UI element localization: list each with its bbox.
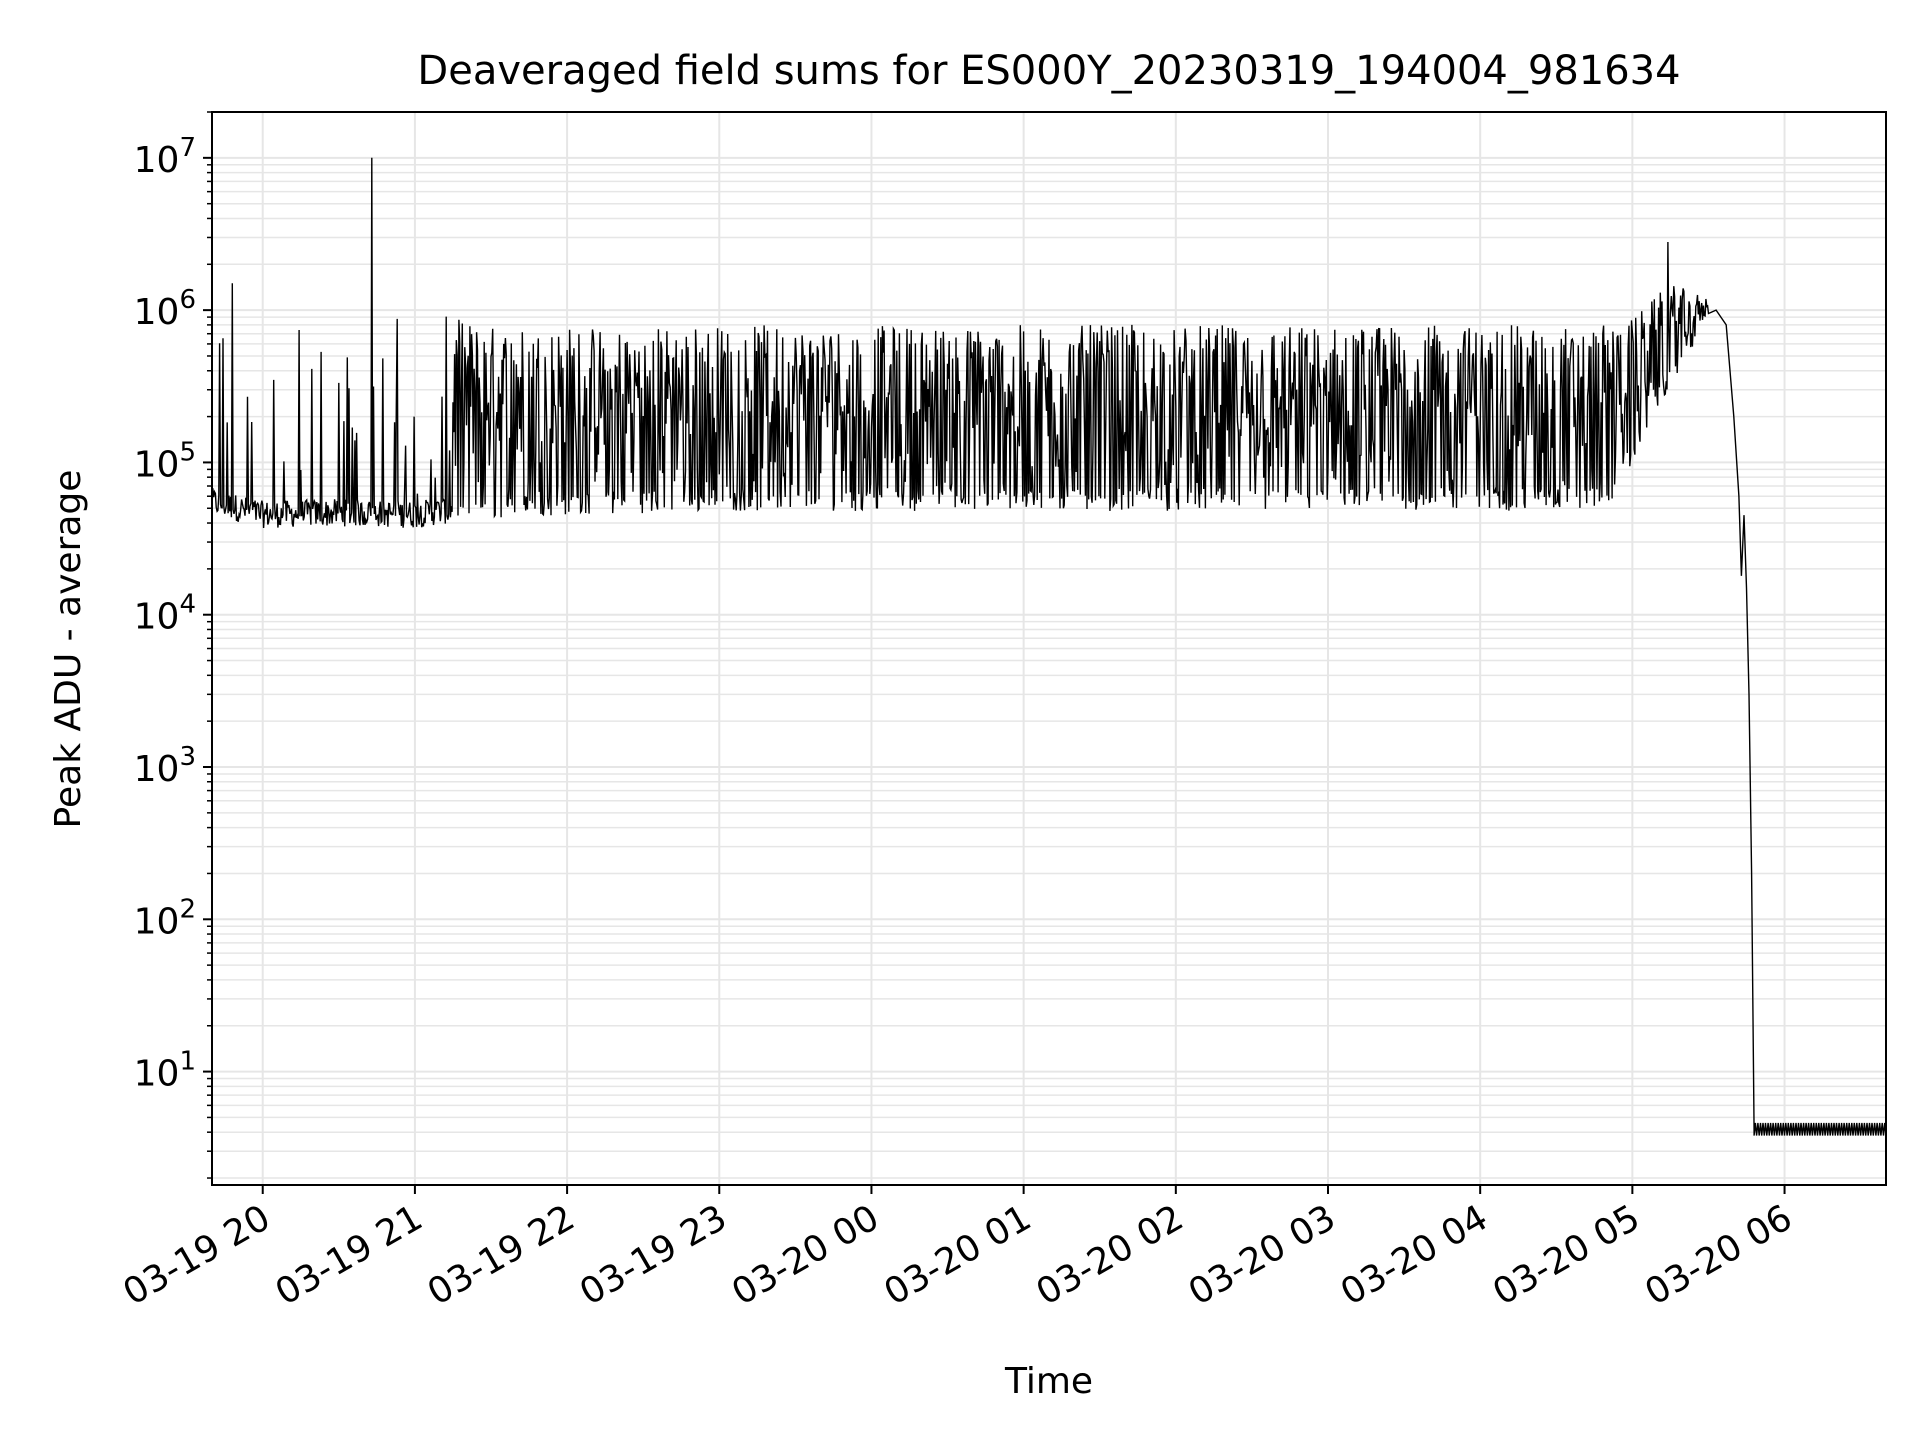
y-tick-label: 106 [134, 285, 196, 333]
y-tick-base: 10 [134, 597, 180, 638]
y-tick-label: 105 [134, 437, 196, 485]
y-tick-exponent: 3 [179, 742, 196, 772]
y-tick-exponent: 5 [179, 437, 196, 467]
y-tick-base: 10 [134, 901, 180, 942]
y-tick-label: 103 [134, 742, 196, 790]
y-tick-label: 104 [134, 590, 196, 638]
grid-lines [212, 111, 1886, 1185]
plot-area [212, 157, 1886, 1136]
y-tick-label: 107 [134, 133, 196, 181]
y-tick-label: 102 [134, 894, 196, 942]
y-tick-base: 10 [134, 444, 180, 485]
x-axis-label: Time [1004, 1361, 1093, 1402]
y-tick-exponent: 1 [179, 1047, 196, 1077]
y-tick-label: 101 [134, 1047, 196, 1095]
y-tick-exponent: 7 [179, 133, 196, 163]
y-tick-base: 10 [134, 749, 180, 790]
chart-title: Deaveraged field sums for ES000Y_2023031… [417, 48, 1680, 94]
y-axis-label: Peak ADU - average [48, 470, 89, 829]
y-tick-base: 10 [134, 292, 180, 333]
y-tick-base: 10 [134, 140, 180, 181]
y-tick-exponent: 4 [179, 590, 196, 620]
y-tick-exponent: 6 [179, 285, 196, 315]
y-tick-base: 10 [134, 1054, 180, 1095]
series-line [212, 157, 1886, 1136]
y-tick-exponent: 2 [179, 894, 196, 924]
